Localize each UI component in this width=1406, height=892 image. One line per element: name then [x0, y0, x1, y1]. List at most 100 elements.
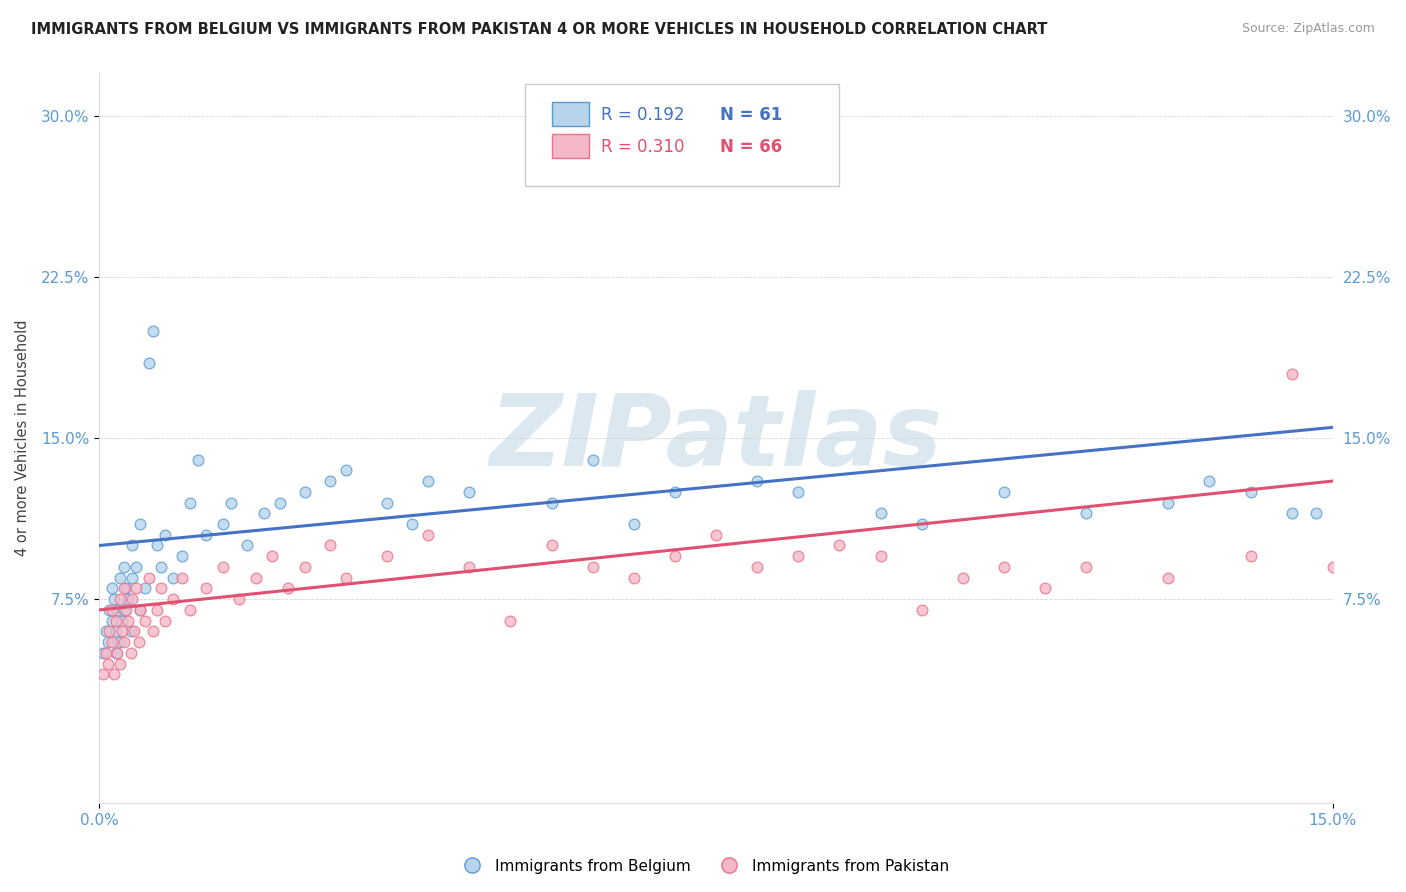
- Point: [1305, 506, 1327, 520]
- Point: [100, 582, 122, 596]
- Point: [125, 582, 148, 596]
- Point: [540, 539, 562, 553]
- Point: [458, 560, 481, 574]
- Point: [828, 539, 851, 553]
- Point: [108, 592, 131, 607]
- Point: [111, 614, 134, 628]
- Point: [787, 549, 810, 564]
- Point: [129, 516, 152, 531]
- Point: [100, 614, 122, 628]
- Point: [211, 516, 233, 531]
- Point: [1239, 549, 1261, 564]
- Point: [787, 484, 810, 499]
- Text: N = 61: N = 61: [720, 105, 782, 124]
- Point: [122, 624, 145, 639]
- Point: [245, 571, 267, 585]
- Point: [664, 484, 686, 499]
- Point: [96, 657, 118, 671]
- Point: [219, 495, 242, 509]
- Point: [93, 646, 115, 660]
- Point: [418, 527, 440, 541]
- Point: [1074, 506, 1097, 520]
- Point: [294, 484, 316, 499]
- Point: [623, 571, 645, 585]
- Point: [269, 495, 291, 509]
- Point: [277, 582, 299, 596]
- Point: [107, 603, 129, 617]
- Point: [93, 667, 115, 681]
- Point: [98, 603, 121, 617]
- Point: [170, 549, 193, 564]
- Point: [112, 582, 135, 596]
- Text: IMMIGRANTS FROM BELGIUM VS IMMIGRANTS FROM PAKISTAN 4 OR MORE VEHICLES IN HOUSEH: IMMIGRANTS FROM BELGIUM VS IMMIGRANTS FR…: [31, 22, 1047, 37]
- Point: [747, 560, 769, 574]
- Point: [146, 539, 169, 553]
- Point: [1198, 474, 1220, 488]
- Point: [121, 571, 143, 585]
- Point: [125, 560, 148, 574]
- FancyBboxPatch shape: [524, 84, 839, 186]
- Point: [1281, 506, 1303, 520]
- Y-axis label: 4 or more Vehicles in Household: 4 or more Vehicles in Household: [15, 320, 30, 557]
- Point: [582, 452, 605, 467]
- Point: [120, 646, 142, 660]
- Point: [664, 549, 686, 564]
- Point: [138, 356, 160, 370]
- Point: [108, 635, 131, 649]
- Text: R = 0.192: R = 0.192: [602, 105, 685, 124]
- Point: [103, 667, 125, 681]
- Point: [335, 463, 357, 477]
- Point: [134, 614, 156, 628]
- Text: R = 0.310: R = 0.310: [602, 137, 685, 156]
- Point: [150, 560, 173, 574]
- Point: [952, 571, 974, 585]
- FancyBboxPatch shape: [553, 103, 589, 127]
- Point: [1362, 571, 1385, 585]
- Point: [153, 527, 176, 541]
- Point: [112, 603, 135, 617]
- Point: [120, 624, 142, 639]
- Point: [129, 603, 152, 617]
- Point: [910, 603, 932, 617]
- Point: [94, 646, 117, 660]
- Point: [1388, 549, 1406, 564]
- Point: [108, 571, 131, 585]
- Point: [1403, 527, 1406, 541]
- Text: Source: ZipAtlas.com: Source: ZipAtlas.com: [1241, 22, 1375, 36]
- Point: [375, 495, 398, 509]
- Point: [162, 571, 184, 585]
- Point: [704, 527, 727, 541]
- Point: [114, 603, 136, 617]
- FancyBboxPatch shape: [553, 135, 589, 159]
- Point: [993, 560, 1015, 574]
- Point: [162, 592, 184, 607]
- Point: [111, 624, 134, 639]
- Point: [104, 646, 127, 660]
- Point: [747, 474, 769, 488]
- Point: [335, 571, 357, 585]
- Point: [114, 582, 136, 596]
- Point: [869, 506, 891, 520]
- Point: [236, 539, 259, 553]
- Point: [195, 527, 218, 541]
- Point: [128, 635, 150, 649]
- Point: [1239, 484, 1261, 499]
- Point: [1157, 495, 1180, 509]
- Point: [318, 474, 340, 488]
- Point: [104, 624, 127, 639]
- Point: [623, 516, 645, 531]
- Point: [187, 452, 209, 467]
- Point: [179, 603, 201, 617]
- Point: [98, 624, 121, 639]
- Point: [253, 506, 276, 520]
- Point: [540, 495, 562, 509]
- Point: [100, 635, 122, 649]
- Point: [100, 603, 122, 617]
- Point: [112, 635, 135, 649]
- Point: [142, 624, 165, 639]
- Point: [993, 484, 1015, 499]
- Point: [103, 592, 125, 607]
- Point: [869, 549, 891, 564]
- Point: [179, 495, 201, 509]
- Point: [1157, 571, 1180, 585]
